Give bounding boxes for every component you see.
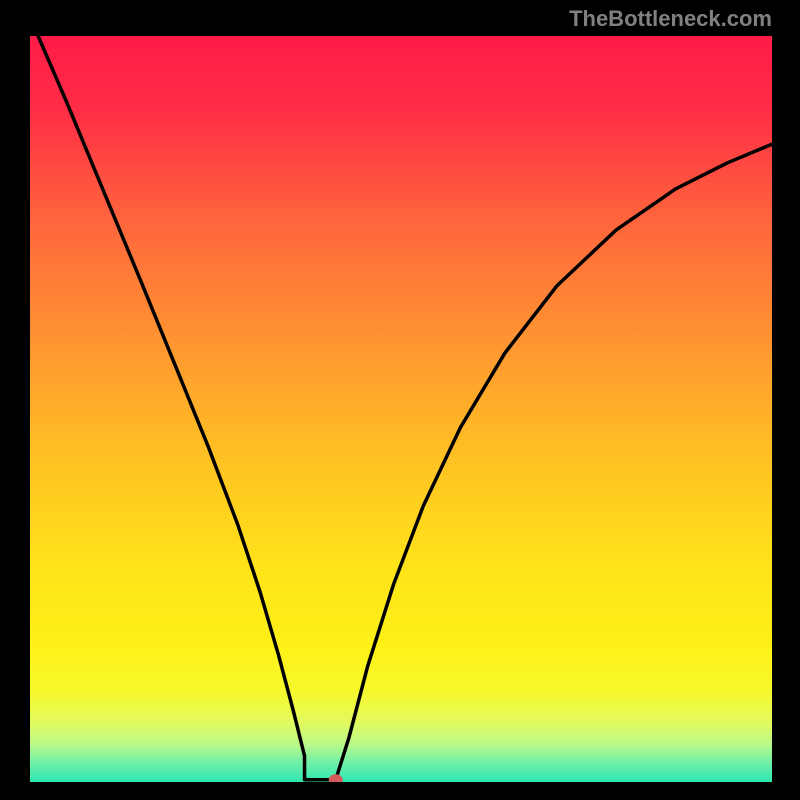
- bottleneck-curve: [30, 36, 772, 782]
- watermark-text: TheBottleneck.com: [569, 6, 772, 32]
- plot-area: [30, 36, 772, 782]
- gradient-background: [30, 36, 772, 782]
- minimum-marker: [329, 774, 343, 782]
- chart-frame: TheBottleneck.com: [0, 0, 800, 800]
- v-curve-line: [38, 36, 772, 780]
